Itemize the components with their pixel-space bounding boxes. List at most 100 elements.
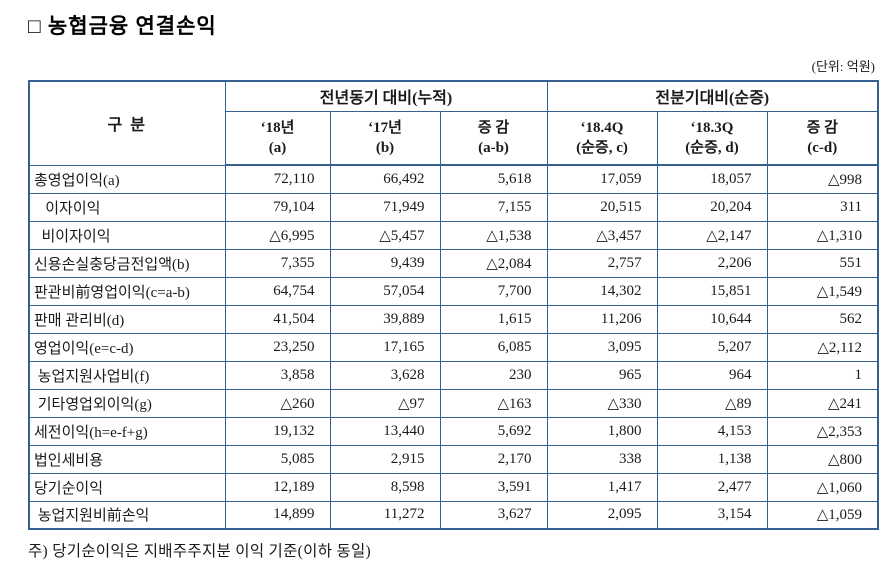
table-row: 세전이익(h=e-f+g) 19,132 13,440 5,692 1,800 … [28, 416, 879, 446]
table-row: 판매 관리비(d) 41,504 39,889 1,615 11,206 10,… [28, 304, 879, 334]
value-cell: △2,084 [439, 248, 548, 278]
col-header-line2: (a-b) [478, 139, 509, 156]
value-cell: △97 [329, 388, 441, 418]
value-cell: 338 [546, 444, 658, 474]
value-cell: 14,899 [224, 500, 331, 530]
value-cell: 64,754 [224, 276, 331, 306]
col-header-18-4q: ‘18.4Q (순증, c) [546, 110, 658, 166]
value-cell: 562 [766, 304, 879, 334]
unit-note: (단위: 억원) [811, 59, 875, 74]
value-cell: 3,154 [656, 500, 768, 530]
value-cell: 5,692 [439, 416, 548, 446]
group-header-qoq: 전분기대비(순증) [546, 80, 879, 112]
value-cell: 230 [439, 360, 548, 390]
value-cell: 19,132 [224, 416, 331, 446]
value-cell: 39,889 [329, 304, 441, 334]
value-cell: 1,417 [546, 472, 658, 502]
row-label: 총영업이익(a) [28, 164, 226, 194]
value-cell: 15,851 [656, 276, 768, 306]
value-cell: 311 [766, 192, 879, 222]
value-cell: △1,310 [766, 220, 879, 250]
value-cell: 4,153 [656, 416, 768, 446]
value-cell: 3,627 [439, 500, 548, 530]
value-cell: △5,457 [329, 220, 441, 250]
col-header-line2: (a) [268, 139, 287, 156]
value-cell: 3,858 [224, 360, 331, 390]
value-cell: 964 [656, 360, 768, 390]
value-cell: △1,059 [766, 500, 879, 530]
row-label: 농업지원비前손익 [28, 500, 226, 530]
col-header-diff-ab: 증 감 (a-b) [439, 110, 548, 166]
col-header-line2: (순증, c) [576, 139, 628, 156]
value-cell: 2,170 [439, 444, 548, 474]
value-cell: △2,112 [766, 332, 879, 362]
col-header-line1: ‘18년 [260, 119, 295, 136]
value-cell: 7,700 [439, 276, 548, 306]
table-row: 이자이익 79,104 71,949 7,155 20,515 20,204 3… [28, 192, 879, 222]
value-cell: △260 [224, 388, 331, 418]
table-row: 법인세비용 5,085 2,915 2,170 338 1,138 △800 [28, 444, 879, 474]
value-cell: 3,591 [439, 472, 548, 502]
column-header-row: ‘18년 (a) ‘17년 (b) 증 감 (a-b) ‘18.4Q (순증, … [29, 110, 879, 166]
value-cell: 71,949 [329, 192, 441, 222]
value-cell: 2,915 [329, 444, 441, 474]
value-cell: 20,515 [546, 192, 658, 222]
footnote: 주) 당기순이익은 지배주주지분 이익 기준(이하 동일) [28, 543, 372, 560]
value-cell: 1,615 [439, 304, 548, 334]
col-header-line2: (c-d) [807, 139, 838, 156]
value-cell: 2,757 [546, 248, 658, 278]
income-statement-table: 구 분 전년동기 대비(누적) 전분기대비(순증) ‘18년 (a) ‘17년 … [28, 80, 880, 530]
col-header-18-3q: ‘18.3Q (순증, d) [656, 110, 768, 166]
table-row: 기타영업외이익(g) △260 △97 △163 △330 △89 △241 [28, 388, 879, 418]
value-cell: 5,207 [656, 332, 768, 362]
value-cell: 1,138 [656, 444, 768, 474]
col-header-line1: 증 감 [806, 119, 838, 136]
row-label: 판관비前영업이익(c=a-b) [28, 276, 226, 306]
table-row: 당기순이익 12,189 8,598 3,591 1,417 2,477 △1,… [28, 472, 879, 502]
value-cell: 5,085 [224, 444, 331, 474]
page-title: □ 농협금융 연결손익 [28, 14, 217, 38]
value-cell: △6,995 [224, 220, 331, 250]
value-cell: 9,439 [329, 248, 441, 278]
col-header-line1: 증 감 [477, 119, 510, 136]
table-row: 농업지원사업비(f) 3,858 3,628 230 965 964 1 [28, 360, 879, 390]
value-cell: 7,355 [224, 248, 331, 278]
value-cell: △3,457 [546, 220, 658, 250]
value-cell: 2,206 [656, 248, 768, 278]
category-header-cell: 구 분 [28, 80, 226, 166]
value-cell: 17,059 [546, 164, 658, 194]
value-cell: 7,155 [439, 192, 548, 222]
value-cell: △330 [546, 388, 658, 418]
value-cell: 1 [766, 360, 879, 390]
value-cell: 79,104 [224, 192, 331, 222]
value-cell: △241 [766, 388, 879, 418]
value-cell: 41,504 [224, 304, 331, 334]
value-cell: 2,477 [656, 472, 768, 502]
table-header: 구 분 전년동기 대비(누적) 전분기대비(순증) ‘18년 (a) ‘17년 … [28, 80, 879, 166]
value-cell: 1,800 [546, 416, 658, 446]
table-body: 총영업이익(a) 72,110 66,492 5,618 17,059 18,0… [28, 164, 879, 530]
value-cell: △89 [656, 388, 768, 418]
value-cell: △2,147 [656, 220, 768, 250]
row-label: 영업이익(e=c-d) [28, 332, 226, 362]
value-cell: 5,618 [439, 164, 548, 194]
value-cell: 10,644 [656, 304, 768, 334]
value-cell: 965 [546, 360, 658, 390]
value-cell: 551 [766, 248, 879, 278]
row-label: 법인세비용 [28, 444, 226, 474]
value-cell: 6,085 [439, 332, 548, 362]
value-cell: 13,440 [329, 416, 441, 446]
value-cell: 23,250 [224, 332, 331, 362]
table-row: 비이자이익 △6,995 △5,457 △1,538 △3,457 △2,147… [28, 220, 879, 250]
value-cell: 17,165 [329, 332, 441, 362]
value-cell: △800 [766, 444, 879, 474]
col-header-line1: ‘18.3Q [690, 119, 734, 136]
value-cell: △1,060 [766, 472, 879, 502]
row-label: 기타영업외이익(g) [28, 388, 226, 418]
table-row: 신용손실충당금전입액(b) 7,355 9,439 △2,084 2,757 2… [28, 248, 879, 278]
col-header-line2: (b) [375, 139, 395, 156]
group-header-row: 구 분 전년동기 대비(누적) 전분기대비(순증) [28, 80, 879, 166]
value-cell: 3,628 [329, 360, 441, 390]
row-label: 이자이익 [28, 192, 226, 222]
